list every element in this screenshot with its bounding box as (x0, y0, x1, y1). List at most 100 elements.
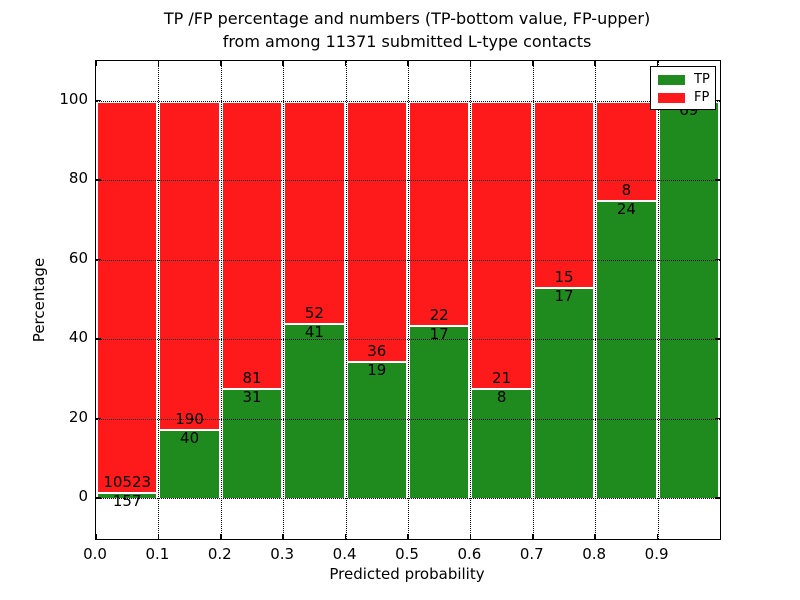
axis-tick (96, 338, 101, 340)
axis-tick (344, 61, 347, 66)
bar-segment-tp (657, 100, 720, 498)
x-tick-label: 0.4 (332, 545, 357, 563)
bar-segment-tp (158, 428, 221, 498)
bar-label-tp: 17 (554, 286, 574, 305)
gridline-x (657, 61, 659, 539)
axis-tick (220, 534, 222, 539)
axis-tick (96, 497, 101, 499)
gridline-x (408, 61, 409, 539)
axis-tick (344, 534, 347, 539)
bar-label-tp: 157 (112, 492, 142, 511)
bar-segment-fp (470, 100, 533, 389)
bar-segment-tp (532, 286, 596, 498)
bar-segment-fp (283, 100, 346, 323)
bar-segment-fp (345, 100, 408, 361)
y-tick-label: 60 (68, 248, 88, 267)
x-tick-label: 0.0 (83, 545, 107, 563)
axis-tick (532, 534, 534, 539)
bar-label-fp: 8 (621, 180, 632, 199)
tp-legend-label: TP (694, 72, 710, 87)
axis-tick (532, 61, 534, 66)
bar-segment-fp (408, 100, 471, 325)
x-tick-label: 0.9 (644, 545, 669, 563)
gridline-x (283, 61, 285, 539)
gridline-x (470, 61, 472, 539)
bar-label-fp: 22 (429, 305, 449, 324)
bar-label-tp: 19 (367, 360, 387, 379)
bar-label-fp: 52 (304, 303, 324, 322)
plot-area: TP FP 10523 157 190 40 81 31 52 41 36 19 22 17 21 8 15… (95, 60, 721, 540)
gridline-x (158, 61, 160, 539)
y-tick-label: 0 (78, 487, 88, 505)
bar-label-fp: 190 (175, 409, 204, 428)
gridline-x (220, 61, 222, 539)
bar-label-tp: 17 (429, 324, 449, 343)
axis-tick (715, 258, 720, 261)
bar-label-fp: 15 (554, 267, 574, 286)
bar-label-tp: 8 (496, 388, 507, 407)
axis-tick (96, 417, 101, 420)
axis-tick (715, 417, 720, 420)
axis-tick (96, 258, 101, 261)
gridline-x (532, 61, 534, 539)
axis-tick (656, 534, 659, 539)
x-tick-label: 0.8 (582, 545, 607, 563)
axis-tick (469, 61, 472, 66)
axis-tick (594, 61, 596, 66)
axis-tick (715, 338, 720, 340)
x-tick-label: 0.1 (145, 545, 170, 563)
axis-tick (157, 534, 160, 539)
bar-label-fp: 10523 (103, 473, 152, 492)
axis-tick (469, 534, 472, 539)
y-tick-label: 20 (68, 407, 88, 426)
fp-legend-swatch (658, 93, 685, 103)
bar-label-tp: 40 (180, 428, 200, 447)
bar-segment-tp (283, 322, 346, 498)
fp-legend-label: FP (694, 90, 710, 105)
gridline-x (345, 61, 347, 539)
x-axis-label: Predicted probability (329, 565, 485, 583)
axis-tick (407, 534, 409, 539)
bar-segment-fp (158, 100, 221, 429)
bar-segment-tp (345, 360, 408, 498)
axis-tick (96, 179, 101, 181)
bar-label-fp: 36 (367, 341, 387, 360)
x-tick-label: 0.3 (270, 545, 295, 563)
bar-segment-fp (220, 100, 284, 388)
axis-tick (282, 534, 284, 539)
bar-segment-fp (532, 100, 596, 287)
gridline-x (595, 61, 597, 539)
axis-tick (715, 497, 720, 499)
y-tick-label: 100 (59, 89, 88, 108)
bar-label-tp: 31 (242, 387, 262, 406)
axis-tick (594, 534, 596, 539)
bar-segment-tp (595, 199, 658, 498)
x-tick-label: 0.2 (207, 545, 232, 563)
axis-tick (282, 61, 284, 66)
bar-segment-tp (96, 492, 159, 498)
bar-segment-tp (220, 387, 284, 498)
bar-label-fp: 21 (492, 369, 512, 388)
x-tick-label: 0.7 (519, 545, 544, 563)
legend: TP FP (650, 66, 716, 110)
axis-tick (407, 61, 409, 66)
x-tick-label: 0.6 (457, 545, 482, 563)
y-tick-label: 80 (68, 169, 88, 187)
axis-tick (96, 99, 101, 102)
x-tick-label: 0.5 (395, 545, 419, 563)
bar-segment-fp (96, 100, 159, 493)
axis-tick (715, 179, 720, 181)
bar-segment-tp (408, 324, 471, 498)
legend-item-tp: TP (658, 71, 715, 89)
bar-label-fp: 81 (242, 368, 262, 387)
legend-item-fp: FP (658, 89, 715, 107)
y-tick-label: 40 (68, 328, 88, 346)
bar-label-tp: 41 (304, 322, 324, 341)
axis-tick (157, 61, 160, 66)
chart-title-line1: TP /FP percentage and numbers (TP-bottom… (163, 9, 651, 28)
axis-tick (95, 534, 97, 539)
tp-legend-swatch (658, 75, 685, 85)
axis-tick (656, 61, 659, 66)
bar-label-tp: 24 (616, 199, 636, 218)
